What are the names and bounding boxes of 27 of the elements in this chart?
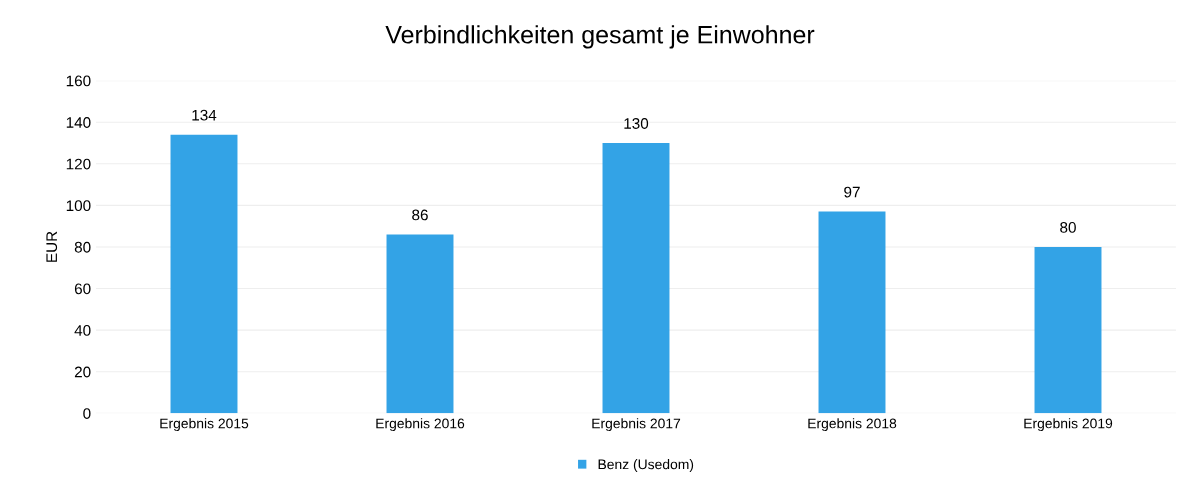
bar	[1034, 246, 1102, 414]
x-tick-label: Ergebnis 2016	[376, 418, 465, 432]
y-tick-label: 20	[74, 366, 91, 378]
bar	[818, 211, 886, 414]
y-tick-label: 40	[74, 324, 91, 336]
x-tick-label: Ergebnis 2017	[592, 418, 681, 432]
data-label: 86	[412, 209, 428, 221]
data-label: 134	[192, 109, 217, 121]
data-label: 97	[844, 186, 860, 198]
data-label: 130	[624, 118, 649, 129]
y-tick-label: 80	[74, 241, 91, 253]
y-tick-label: 0	[83, 408, 91, 419]
y-axis-title: EUR	[46, 231, 58, 262]
bar	[170, 134, 238, 414]
bar	[386, 234, 454, 414]
x-tick-label: Ergebnis 2019	[1024, 418, 1113, 432]
y-tick-label: 160	[66, 75, 91, 87]
legend-label: Benz (Usedom)	[598, 459, 694, 472]
x-tick-label: Ergebnis 2015	[160, 418, 249, 432]
x-tick-label: Ergebnis 2018	[808, 418, 897, 432]
y-tick-label: 120	[66, 158, 91, 170]
bar	[602, 143, 670, 414]
y-tick-label: 100	[66, 200, 91, 212]
y-tick-label: 140	[66, 117, 91, 128]
data-label: 80	[1060, 222, 1076, 233]
chart-title: Verbindlichkeiten gesamt je Einwohner	[385, 25, 815, 49]
y-tick-label: 60	[74, 283, 91, 295]
